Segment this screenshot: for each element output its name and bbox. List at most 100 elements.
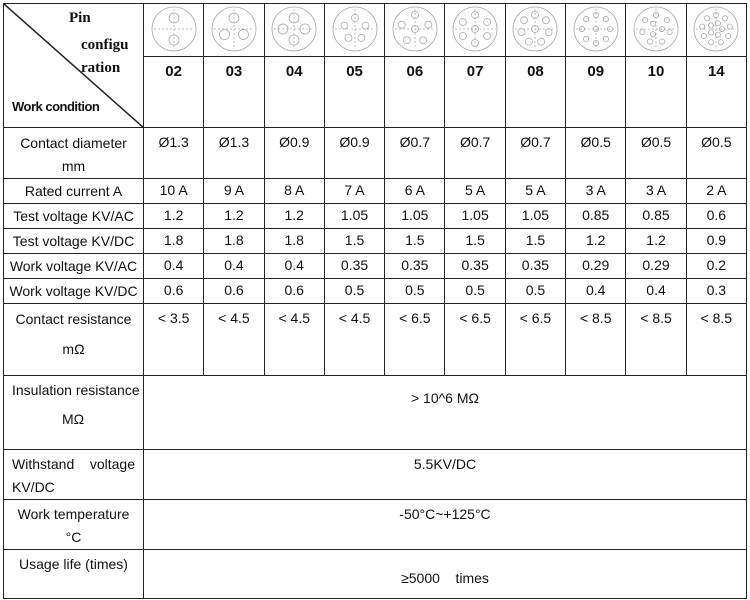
value-cell: < 4.5	[203, 303, 265, 376]
pin-count-header: 07	[444, 56, 506, 128]
table-row: Insulation resistance MΩ > 10^6 MΩ	[3, 375, 747, 450]
value-cell: Ø0.7	[384, 127, 446, 179]
value-cell: < 8.5	[625, 303, 687, 376]
value-cell: 0.3	[685, 278, 747, 304]
value-cell: 1.8	[142, 228, 205, 254]
value-cell: 2 A	[685, 178, 747, 204]
row-label-text: Contact diameter	[20, 135, 127, 151]
value-cell: Ø1.3	[142, 127, 205, 179]
value-cell: 0.9	[685, 228, 747, 254]
value-cell: 1.2	[263, 203, 325, 229]
spec-table: Pin configu ration Work condition 02 03 04…	[3, 3, 747, 599]
value-cell: Ø0.5	[565, 127, 627, 179]
row-label-text: Withstand voltage	[12, 456, 135, 472]
table-row: Work voltage KV/AC 0.4 0.4 0.4 0.35 0.35 0.35 0…	[3, 253, 747, 279]
value-cell: 0.35	[504, 253, 567, 279]
value-cell: 3 A	[625, 178, 687, 204]
value-cell: 0.29	[565, 253, 627, 279]
value-cell: 0.4	[565, 278, 627, 304]
row-label: Contact diameter mm	[3, 127, 144, 179]
value-cell: 0.6	[203, 278, 265, 304]
row-label: Test voltage KV/AC	[3, 203, 144, 229]
table-row: Withstand voltage KV/DC 5.5KV/DC	[3, 449, 747, 500]
value-cell: 0.5	[323, 278, 386, 304]
value-cell: < 8.5	[565, 303, 627, 376]
row-label-unit: mΩ	[62, 341, 85, 357]
pin-diagram-cell	[504, 3, 567, 57]
row-label-unit: mm	[61, 158, 86, 174]
pin-diagram-cell	[263, 3, 325, 57]
row-label: Work temperature °C	[3, 499, 144, 550]
value-cell: 10 A	[142, 178, 205, 204]
table-row: Usage life (times) ≥5000 times	[3, 549, 747, 599]
row-label: Insulation resistance MΩ	[3, 375, 144, 450]
value-cell: < 3.5	[142, 303, 205, 376]
row-label-text: Usage life (times)	[19, 556, 128, 572]
value-cell: 1.2	[203, 203, 265, 229]
pin-layout-icon	[392, 6, 438, 51]
value-cell: 1.2	[565, 228, 627, 254]
table-row: Work voltage KV/DC 0.6 0.6 0.6 0.5 0.5 0.5 0.5 0…	[3, 278, 747, 304]
row-label: Usage life (times)	[3, 549, 144, 599]
value-cell: Ø1.3	[203, 127, 265, 179]
pin-diagram-cell	[203, 3, 265, 57]
pin-label: Pin	[69, 10, 91, 26]
pin-layout-icon	[332, 6, 377, 51]
value-cell: 1.8	[263, 228, 325, 254]
value-cell: 1.5	[384, 228, 446, 254]
pin-count-header: 08	[504, 56, 567, 128]
value-cell: < 4.5	[323, 303, 386, 376]
pin-diagram-cell	[384, 3, 446, 57]
row-label-text: Work voltage KV/DC	[9, 283, 138, 299]
pin-diagram-cell	[685, 3, 747, 57]
row-label-text: Rated current A	[24, 183, 123, 199]
value-cell: 0.6	[685, 203, 747, 229]
row-label-unit: KV/DC	[12, 479, 55, 495]
pin-count-header: 02	[142, 56, 205, 128]
value-cell: Ø0.9	[323, 127, 386, 179]
value-cell: 0.5	[444, 278, 506, 304]
value-cell: Ø0.5	[625, 127, 687, 179]
value-cell: 1.5	[444, 228, 506, 254]
value-cell: < 4.5	[263, 303, 325, 376]
value-cell: 0.2	[685, 253, 747, 279]
pin-label: configu	[81, 37, 129, 53]
value-cell: 1.05	[504, 203, 567, 229]
value-cell: Ø0.5	[685, 127, 747, 179]
value-cell: 0.35	[384, 253, 446, 279]
pin-layout-icon	[693, 6, 739, 51]
value-cell: 1.2	[625, 228, 687, 254]
pin-label: ration	[81, 60, 121, 76]
value-cell: 0.85	[625, 203, 687, 229]
table-row: Contact resistance mΩ < 3.5 < 4.5 < 4.5 < 4.5…	[3, 303, 747, 376]
value-cell: Ø0.7	[444, 127, 506, 179]
value-cell: 0.5	[504, 278, 567, 304]
table-row: Contact diameter mm Ø1.3 Ø1.3 Ø0.9 Ø0.9 Ø0.7 Ø0…	[3, 127, 747, 179]
value-cell: 0.35	[444, 253, 506, 279]
value-cell: 1.8	[203, 228, 265, 254]
diagonal-line	[4, 4, 144, 128]
row-label: Rated current A	[3, 178, 144, 204]
value-cell: 5 A	[504, 178, 567, 204]
row-label-text: Test voltage KV/DC	[12, 233, 135, 249]
value-cell: 3 A	[565, 178, 627, 204]
value-cell: 1.05	[384, 203, 446, 229]
value-cell: 0.4	[142, 253, 205, 279]
pin-layout-icon	[211, 6, 257, 51]
table-row: Work temperature °C -50°C~+125°C	[3, 499, 747, 550]
value-cell: 0.4	[625, 278, 687, 304]
value-cell: < 6.5	[444, 303, 506, 376]
pin-diagram-cell	[565, 3, 627, 57]
pin-count-header: 09	[565, 56, 627, 128]
row-label-text: Work voltage KV/AC	[9, 258, 138, 274]
row-label: Withstand voltage KV/DC	[3, 449, 144, 500]
row-label: Test voltage KV/DC	[3, 228, 144, 254]
pin-count-header: 03	[203, 56, 265, 128]
value-cell: 1.5	[504, 228, 567, 254]
pin-diagram-cell	[323, 3, 386, 57]
value-cell: 5.5KV/DC	[143, 449, 747, 500]
value-cell: 0.5	[384, 278, 446, 304]
pin-diagram-cell	[142, 3, 205, 57]
value-cell: > 10^6 MΩ	[143, 375, 747, 450]
value-cell: 0.35	[323, 253, 386, 279]
